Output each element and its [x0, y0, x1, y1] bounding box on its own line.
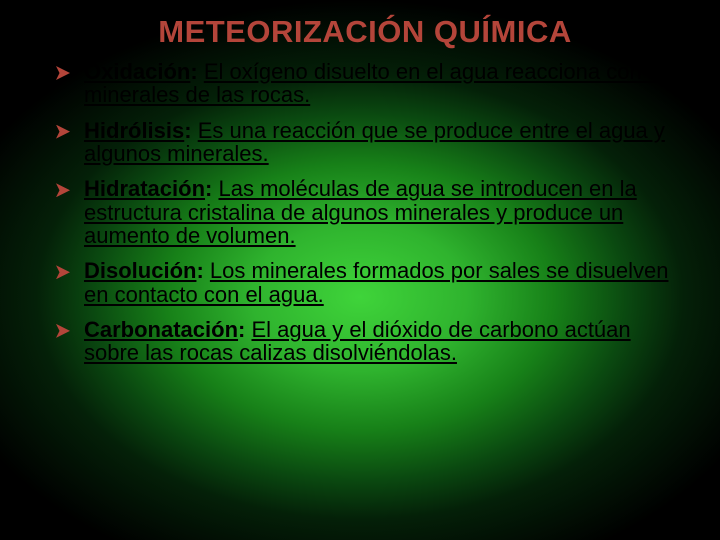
slide: METEORIZACIÓN QUÍMICA Oxidación: El oxíg…	[0, 0, 720, 540]
list-item: Disolución: Los minerales formados por s…	[52, 259, 678, 306]
colon: :	[205, 176, 212, 201]
colon: :	[196, 258, 203, 283]
term: Hidrólisis	[84, 118, 184, 143]
term: Hidratación	[84, 176, 205, 201]
colon: :	[184, 118, 191, 143]
slide-title: METEORIZACIÓN QUÍMICA	[52, 14, 678, 50]
colon: :	[238, 317, 245, 342]
list-item: Hidratación: Las moléculas de agua se in…	[52, 177, 678, 247]
colon: :	[190, 59, 197, 84]
list-item: Oxidación: El oxígeno disuelto en el agu…	[52, 60, 678, 107]
list-item: Hidrólisis: Es una reacción que se produ…	[52, 119, 678, 166]
list-item: Carbonatación: El agua y el dióxido de c…	[52, 318, 678, 365]
definition-list: Oxidación: El oxígeno disuelto en el agu…	[52, 60, 678, 364]
term: Carbonatación	[84, 317, 238, 342]
term: Disolución	[84, 258, 196, 283]
term: Oxidación	[84, 59, 190, 84]
